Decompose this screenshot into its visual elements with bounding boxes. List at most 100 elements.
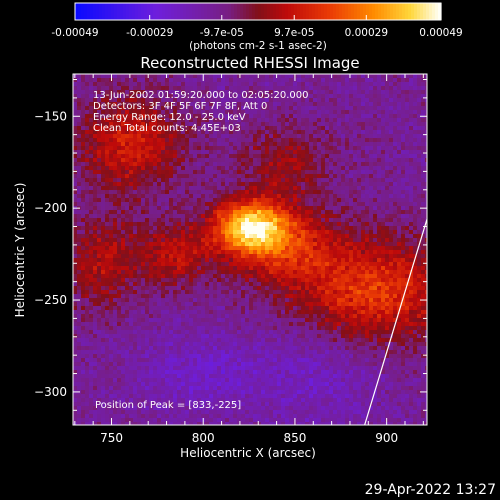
heatmap-cell	[269, 90, 274, 95]
heatmap-cell	[209, 86, 214, 91]
heatmap-cell	[337, 106, 342, 111]
heatmap-cell	[165, 286, 170, 291]
heatmap-cell	[141, 78, 146, 83]
heatmap-cell	[389, 174, 394, 179]
heatmap-cell	[225, 162, 230, 167]
heatmap-cell	[125, 278, 130, 283]
heatmap-cell	[193, 238, 198, 243]
heatmap-cell	[165, 282, 170, 287]
heatmap-cell	[309, 190, 314, 195]
heatmap-cell	[177, 226, 182, 231]
heatmap-cell	[253, 278, 258, 283]
heatmap-cell	[137, 118, 142, 123]
heatmap-cell	[321, 198, 326, 203]
heatmap-cell	[181, 98, 186, 103]
heatmap-cell	[241, 138, 246, 143]
heatmap-cell	[269, 78, 274, 83]
heatmap-cell	[97, 234, 102, 239]
heatmap-cell	[353, 82, 358, 87]
heatmap-cell	[121, 86, 126, 91]
heatmap-cell	[405, 162, 410, 167]
heatmap-cell	[145, 182, 150, 187]
heatmap-cell	[177, 118, 182, 123]
heatmap-cell	[205, 238, 210, 243]
heatmap-cell	[277, 118, 282, 123]
heatmap-cell	[193, 274, 198, 279]
heatmap-cell	[381, 266, 386, 271]
heatmap-cell	[325, 142, 330, 147]
heatmap-cell	[181, 226, 186, 231]
heatmap-cell	[273, 174, 278, 179]
heatmap-cell	[153, 274, 158, 279]
heatmap-cell	[93, 270, 98, 275]
heatmap-cell	[409, 242, 414, 247]
heatmap-cell	[85, 114, 90, 119]
heatmap-cell	[273, 274, 278, 279]
heatmap-cell	[309, 238, 314, 243]
colorbar-cell	[363, 3, 367, 20]
heatmap-cell	[249, 194, 254, 199]
heatmap-cell	[157, 74, 162, 79]
heatmap-cell	[357, 134, 362, 139]
heatmap-cell	[345, 270, 350, 275]
heatmap-cell	[341, 234, 346, 239]
heatmap-cell	[341, 250, 346, 255]
heatmap-cell	[261, 114, 266, 119]
heatmap-cell	[261, 102, 266, 107]
heatmap-cell	[93, 166, 98, 171]
heatmap-cell	[133, 158, 138, 163]
heatmap-cell	[85, 194, 90, 199]
heatmap-cell	[133, 226, 138, 231]
heatmap-cell	[221, 190, 226, 195]
heatmap-cell	[85, 122, 90, 127]
heatmap-cell	[301, 230, 306, 235]
heatmap-cell	[241, 158, 246, 163]
heatmap-cell	[397, 278, 402, 283]
heatmap-cell	[233, 202, 238, 207]
heatmap-cell	[141, 290, 146, 295]
heatmap-cell	[341, 170, 346, 175]
heatmap-cell	[301, 166, 306, 171]
heatmap-cell	[169, 230, 174, 235]
heatmap-cell	[245, 246, 250, 251]
heatmap-cell	[349, 94, 354, 99]
heatmap-cell	[337, 118, 342, 123]
heatmap-cell	[281, 110, 286, 115]
heatmap-cell	[101, 270, 106, 275]
heatmap-cell	[421, 118, 426, 123]
heatmap-cell	[125, 138, 130, 143]
heatmap-cell	[281, 106, 286, 111]
heatmap-cell	[265, 122, 270, 127]
heatmap-cell	[117, 226, 122, 231]
heatmap-cell	[285, 170, 290, 175]
heatmap-cell	[197, 234, 202, 239]
heatmap-cell	[81, 226, 86, 231]
heatmap-cell	[409, 258, 414, 263]
heatmap-cell	[169, 126, 174, 131]
heatmap-cell	[113, 178, 118, 183]
heatmap-cell	[221, 130, 226, 135]
heatmap-cell	[81, 258, 86, 263]
heatmap-cell	[129, 122, 134, 127]
colorbar-cell	[432, 3, 436, 20]
heatmap-cell	[393, 282, 398, 287]
heatmap-cell	[189, 126, 194, 131]
heatmap-cell	[201, 206, 206, 211]
heatmap-cell	[181, 218, 186, 223]
heatmap-cell	[89, 166, 94, 171]
heatmap-cell	[149, 242, 154, 247]
heatmap-cell	[245, 122, 250, 127]
heatmap-cell	[225, 266, 230, 271]
heatmap-cell	[173, 114, 178, 119]
heatmap-cell	[357, 278, 362, 283]
heatmap-cell	[245, 282, 250, 287]
heatmap-cell	[345, 170, 350, 175]
heatmap-cell	[233, 90, 238, 95]
heatmap-cell	[173, 134, 178, 139]
heatmap-cell	[413, 222, 418, 227]
heatmap-cell	[385, 178, 390, 183]
heatmap-cell	[165, 234, 170, 239]
heatmap-cell	[285, 242, 290, 247]
heatmap-cell	[149, 222, 154, 227]
heatmap-cell	[173, 126, 178, 131]
